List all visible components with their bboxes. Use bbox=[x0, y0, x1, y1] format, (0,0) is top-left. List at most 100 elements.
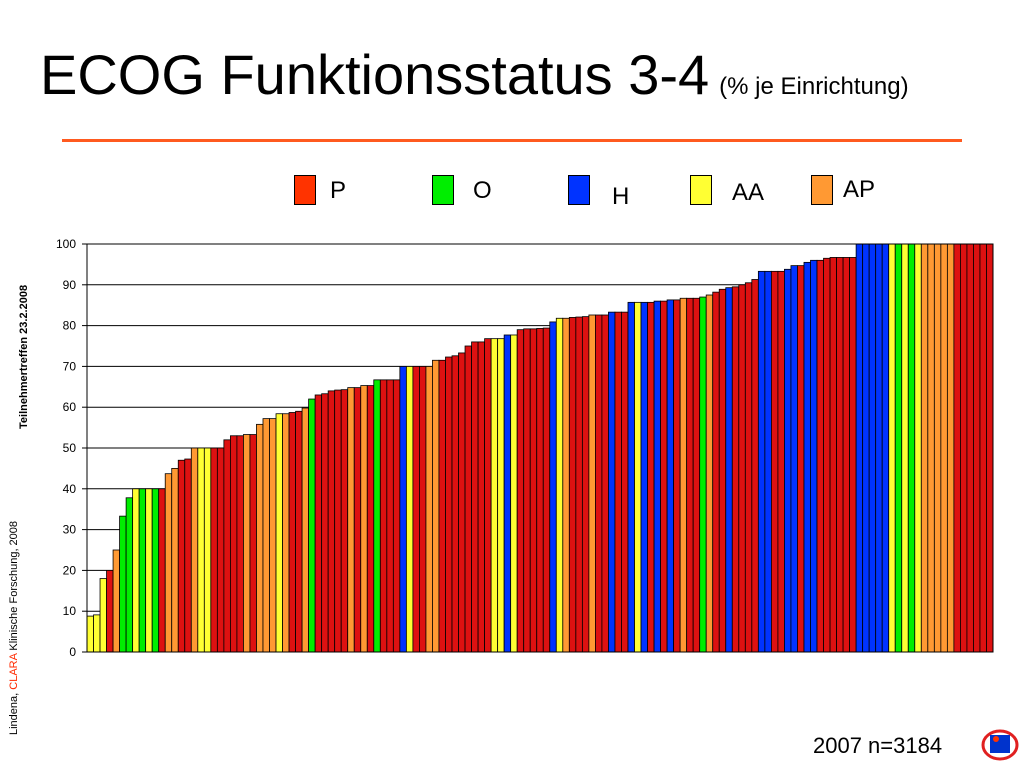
bar bbox=[946, 243, 955, 653]
bar bbox=[901, 243, 909, 653]
bar bbox=[177, 459, 186, 653]
bar bbox=[953, 243, 961, 653]
bar bbox=[836, 257, 844, 653]
bar bbox=[405, 365, 414, 653]
plot-frame bbox=[86, 243, 994, 653]
bar bbox=[868, 243, 877, 653]
bar bbox=[660, 300, 668, 653]
bar bbox=[392, 379, 401, 653]
bar bbox=[842, 257, 851, 653]
bar bbox=[334, 389, 342, 653]
bar bbox=[308, 398, 316, 653]
bar bbox=[653, 300, 661, 653]
legend-label-p: P bbox=[330, 177, 347, 204]
bar bbox=[699, 296, 707, 653]
bar bbox=[164, 473, 173, 653]
bar bbox=[184, 458, 192, 653]
bar bbox=[894, 243, 903, 653]
bar bbox=[471, 341, 479, 653]
bar bbox=[275, 413, 283, 653]
bar bbox=[575, 316, 583, 653]
legend-label-ap: AP bbox=[843, 176, 876, 203]
bar bbox=[269, 418, 277, 653]
bar bbox=[973, 243, 981, 653]
bar bbox=[223, 439, 231, 653]
bar bbox=[523, 328, 531, 653]
clara-logo-icon bbox=[981, 729, 1019, 761]
y-axis: 0 10 20 30 40 50 60 70 80 90 100 bbox=[56, 237, 994, 659]
bar bbox=[731, 286, 740, 653]
legend-swatch-p bbox=[294, 175, 316, 205]
bar bbox=[555, 317, 564, 653]
title-subtitle: (% je Einrichtung) bbox=[719, 73, 909, 100]
bar bbox=[797, 265, 805, 653]
bar bbox=[451, 355, 459, 653]
bar bbox=[764, 270, 772, 653]
bar bbox=[503, 334, 512, 653]
bar bbox=[614, 311, 622, 653]
bar bbox=[940, 243, 948, 653]
bar bbox=[190, 447, 199, 653]
bar bbox=[262, 418, 270, 653]
bar bbox=[438, 359, 446, 653]
bar bbox=[875, 243, 883, 653]
legend-swatch-aa bbox=[690, 175, 712, 205]
bar bbox=[106, 570, 114, 653]
bar bbox=[340, 389, 349, 653]
bar bbox=[516, 329, 525, 653]
bar bbox=[881, 243, 890, 653]
bar bbox=[243, 434, 251, 653]
bar bbox=[627, 301, 635, 653]
legend-label-h: H bbox=[612, 183, 630, 210]
bar bbox=[568, 317, 577, 653]
bar bbox=[171, 467, 179, 653]
y-tick-label: 90 bbox=[63, 278, 77, 292]
bar bbox=[966, 243, 974, 653]
bar bbox=[588, 314, 596, 653]
bar bbox=[920, 243, 929, 653]
bar bbox=[595, 314, 603, 653]
legend-label-o: O bbox=[473, 177, 492, 204]
bar bbox=[125, 497, 134, 653]
bar bbox=[151, 488, 160, 653]
bar bbox=[229, 435, 238, 653]
bar bbox=[145, 488, 153, 653]
side-credit-suffix: Klinische Forschung, 2008 bbox=[8, 520, 20, 654]
bar bbox=[419, 365, 427, 653]
bar bbox=[829, 257, 837, 653]
bar bbox=[784, 268, 792, 653]
bar bbox=[360, 385, 368, 653]
y-tick-label: 70 bbox=[63, 359, 77, 373]
bar bbox=[86, 615, 94, 653]
bar bbox=[321, 393, 329, 653]
bar bbox=[862, 243, 870, 653]
bar bbox=[751, 279, 759, 653]
bar bbox=[757, 270, 766, 653]
bar bbox=[634, 301, 642, 653]
bar bbox=[738, 284, 746, 653]
legend-swatch-ap bbox=[811, 175, 833, 205]
bar bbox=[458, 352, 466, 653]
bar bbox=[158, 488, 166, 653]
bar bbox=[855, 243, 864, 653]
bar bbox=[236, 435, 244, 653]
bar bbox=[562, 317, 570, 653]
bar bbox=[529, 328, 538, 653]
bar bbox=[399, 365, 407, 653]
bar bbox=[132, 488, 140, 653]
y-tick-label: 80 bbox=[63, 319, 77, 333]
slide-title: ECOG Funktionsstatus 3-4 (% je Einrichtun… bbox=[40, 42, 909, 107]
bar bbox=[138, 488, 147, 653]
bar bbox=[914, 243, 922, 653]
bar bbox=[581, 316, 590, 653]
bar bbox=[99, 578, 107, 653]
bar bbox=[373, 379, 381, 653]
y-tick-label: 40 bbox=[63, 482, 77, 496]
bar bbox=[112, 549, 120, 653]
bar bbox=[810, 259, 818, 653]
bar bbox=[477, 341, 485, 653]
bar bbox=[301, 407, 310, 653]
bar bbox=[412, 365, 420, 653]
bar bbox=[640, 301, 648, 653]
legend-swatch-o bbox=[432, 175, 454, 205]
